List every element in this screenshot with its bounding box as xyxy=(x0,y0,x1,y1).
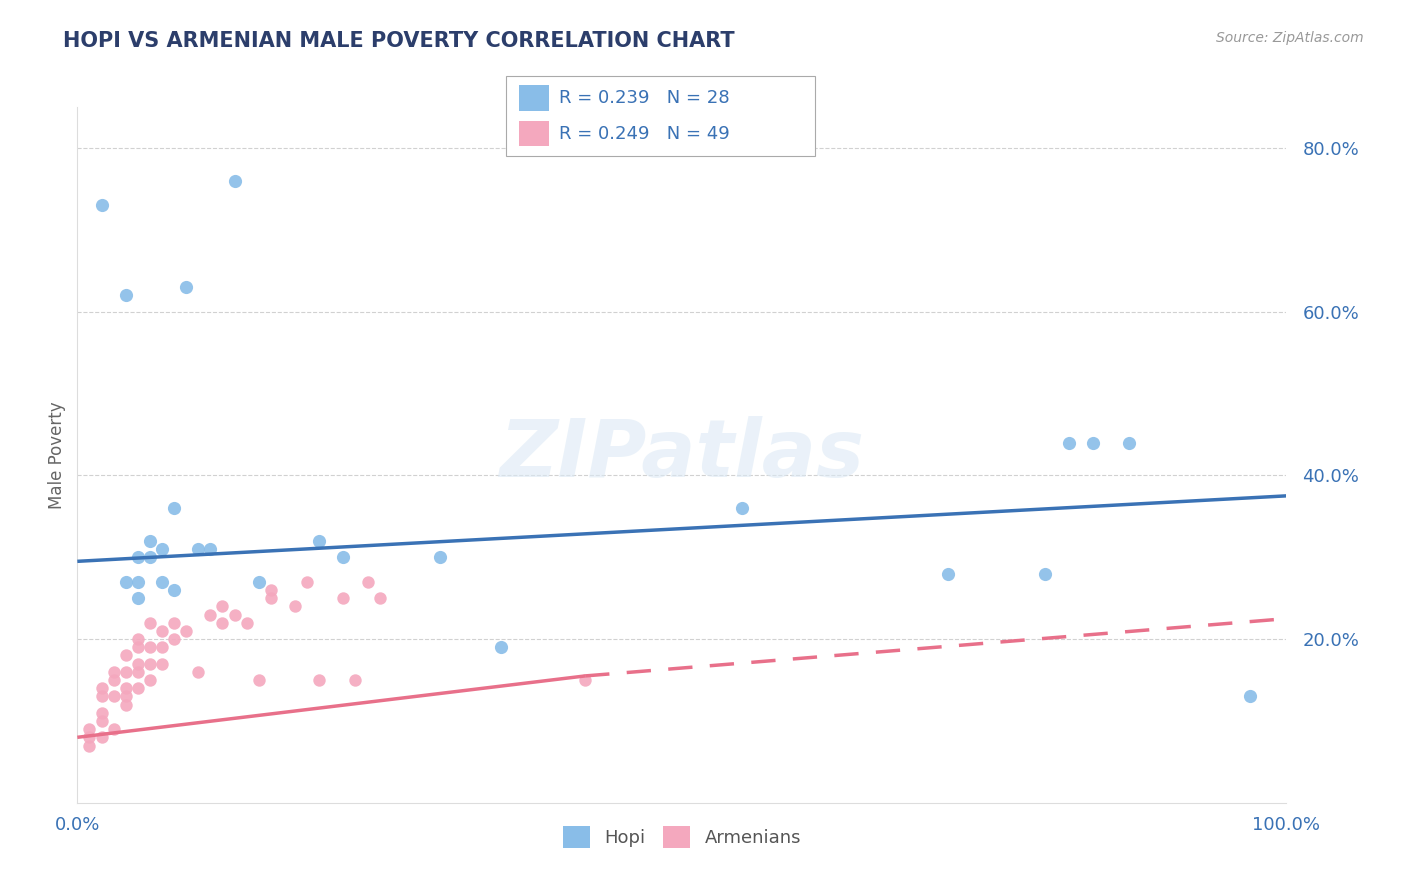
Text: Source: ZipAtlas.com: Source: ZipAtlas.com xyxy=(1216,31,1364,45)
Point xyxy=(574,673,596,687)
Point xyxy=(127,632,149,646)
Point xyxy=(247,574,270,589)
Point xyxy=(235,615,257,630)
Point xyxy=(1239,690,1261,704)
Point xyxy=(139,533,162,548)
Point xyxy=(127,657,149,671)
Text: ZIPatlas: ZIPatlas xyxy=(499,416,865,494)
Point xyxy=(139,550,162,565)
Point xyxy=(295,574,318,589)
Point xyxy=(224,174,246,188)
Point xyxy=(114,690,136,704)
Point xyxy=(174,624,197,638)
Point xyxy=(224,607,246,622)
Point xyxy=(150,624,173,638)
Point xyxy=(344,673,367,687)
Point xyxy=(79,739,101,753)
Point xyxy=(284,599,307,614)
Text: HOPI VS ARMENIAN MALE POVERTY CORRELATION CHART: HOPI VS ARMENIAN MALE POVERTY CORRELATIO… xyxy=(63,31,735,51)
Point xyxy=(150,657,173,671)
Point xyxy=(332,591,354,606)
Point xyxy=(114,288,136,302)
Point xyxy=(90,681,112,696)
Point xyxy=(332,550,354,565)
Point xyxy=(90,714,112,728)
Point xyxy=(163,501,186,516)
Point xyxy=(150,574,173,589)
Point xyxy=(90,690,112,704)
Point xyxy=(308,673,330,687)
Point xyxy=(90,731,112,745)
Point xyxy=(139,673,162,687)
Point xyxy=(103,722,125,736)
Point xyxy=(127,550,149,565)
Point xyxy=(1081,435,1104,450)
Point xyxy=(150,640,173,655)
Point xyxy=(114,681,136,696)
Point xyxy=(90,706,112,720)
Point xyxy=(260,582,283,597)
Point xyxy=(127,640,149,655)
Point xyxy=(150,542,173,557)
Point xyxy=(489,640,512,655)
Point xyxy=(174,280,197,294)
Point xyxy=(200,542,222,557)
Point xyxy=(163,615,186,630)
Point xyxy=(260,591,283,606)
Point xyxy=(308,533,330,548)
Point xyxy=(139,615,162,630)
Point xyxy=(103,673,125,687)
Point xyxy=(103,665,125,679)
Point xyxy=(127,574,149,589)
Point xyxy=(114,698,136,712)
Point xyxy=(79,722,101,736)
Point xyxy=(368,591,391,606)
Point xyxy=(127,665,149,679)
Point xyxy=(114,665,136,679)
Point xyxy=(1033,566,1056,581)
Text: R = 0.249   N = 49: R = 0.249 N = 49 xyxy=(558,125,730,143)
Point xyxy=(187,665,209,679)
Legend: Hopi, Armenians: Hopi, Armenians xyxy=(555,819,808,855)
Point xyxy=(936,566,959,581)
Point xyxy=(211,615,233,630)
Point xyxy=(247,673,270,687)
Point xyxy=(731,501,754,516)
Point xyxy=(139,640,162,655)
Point xyxy=(211,599,233,614)
Point xyxy=(139,657,162,671)
Point xyxy=(114,574,136,589)
Point xyxy=(200,607,222,622)
Point xyxy=(90,198,112,212)
Point xyxy=(429,550,451,565)
Point xyxy=(103,690,125,704)
Y-axis label: Male Poverty: Male Poverty xyxy=(48,401,66,508)
Point xyxy=(163,582,186,597)
Point xyxy=(127,681,149,696)
Point xyxy=(1118,435,1140,450)
Point xyxy=(1057,435,1080,450)
Text: R = 0.239   N = 28: R = 0.239 N = 28 xyxy=(558,89,730,107)
Point xyxy=(79,731,101,745)
Point xyxy=(127,591,149,606)
Point xyxy=(356,574,378,589)
Point xyxy=(114,648,136,663)
Point xyxy=(187,542,209,557)
Point xyxy=(163,632,186,646)
